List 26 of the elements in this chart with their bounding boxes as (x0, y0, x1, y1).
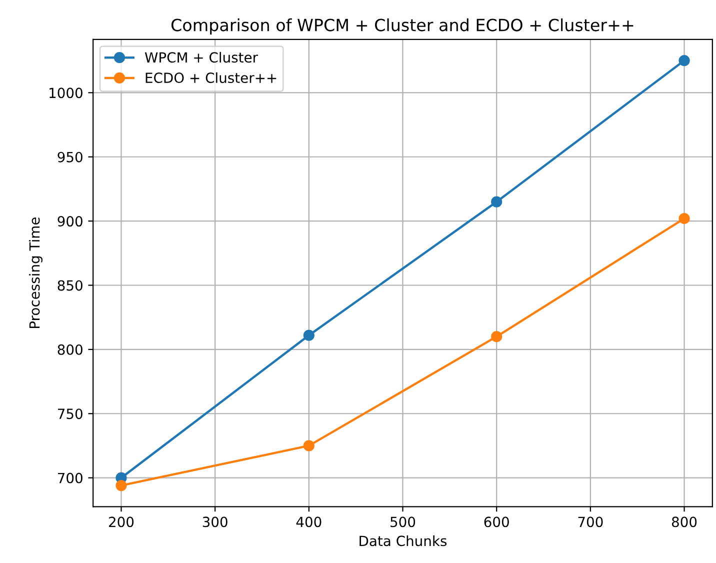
x-tick-label: 500 (390, 516, 416, 528)
y-tick-label: 1000 (50, 88, 82, 98)
x-tick-label: 200 (108, 516, 134, 528)
y-tick-label: 800 (58, 344, 82, 355)
point (678, 212, 690, 224)
y-tick-label: 900 (58, 216, 82, 227)
y-tick-label: 850 (58, 280, 82, 291)
y-tick-label: 750 (58, 408, 82, 420)
point (303, 440, 314, 452)
x-tick-label: 300 (202, 516, 228, 528)
chart-title: Comparison of WPCM + Cluster and ECDO + Cluster++ (171, 18, 634, 35)
legend-label: ECDO + Cluster++ (146, 72, 276, 84)
point (303, 330, 314, 341)
point (491, 196, 502, 208)
x-tick-label: 700 (578, 516, 603, 528)
point (678, 55, 690, 66)
legend-label: WPCM + Cluster (144, 52, 258, 63)
x-tick-label: 600 (484, 516, 509, 528)
point (491, 331, 502, 342)
y-tick-label: 700 (58, 472, 82, 484)
x-axis-title: Data Chunks (360, 535, 447, 546)
x-tick-label: 800 (672, 516, 697, 528)
x-tick-label: 400 (296, 516, 322, 528)
y-axis-title: Processing Time (29, 218, 42, 328)
point (116, 480, 127, 492)
y-tick-label: 950 (58, 152, 82, 162)
